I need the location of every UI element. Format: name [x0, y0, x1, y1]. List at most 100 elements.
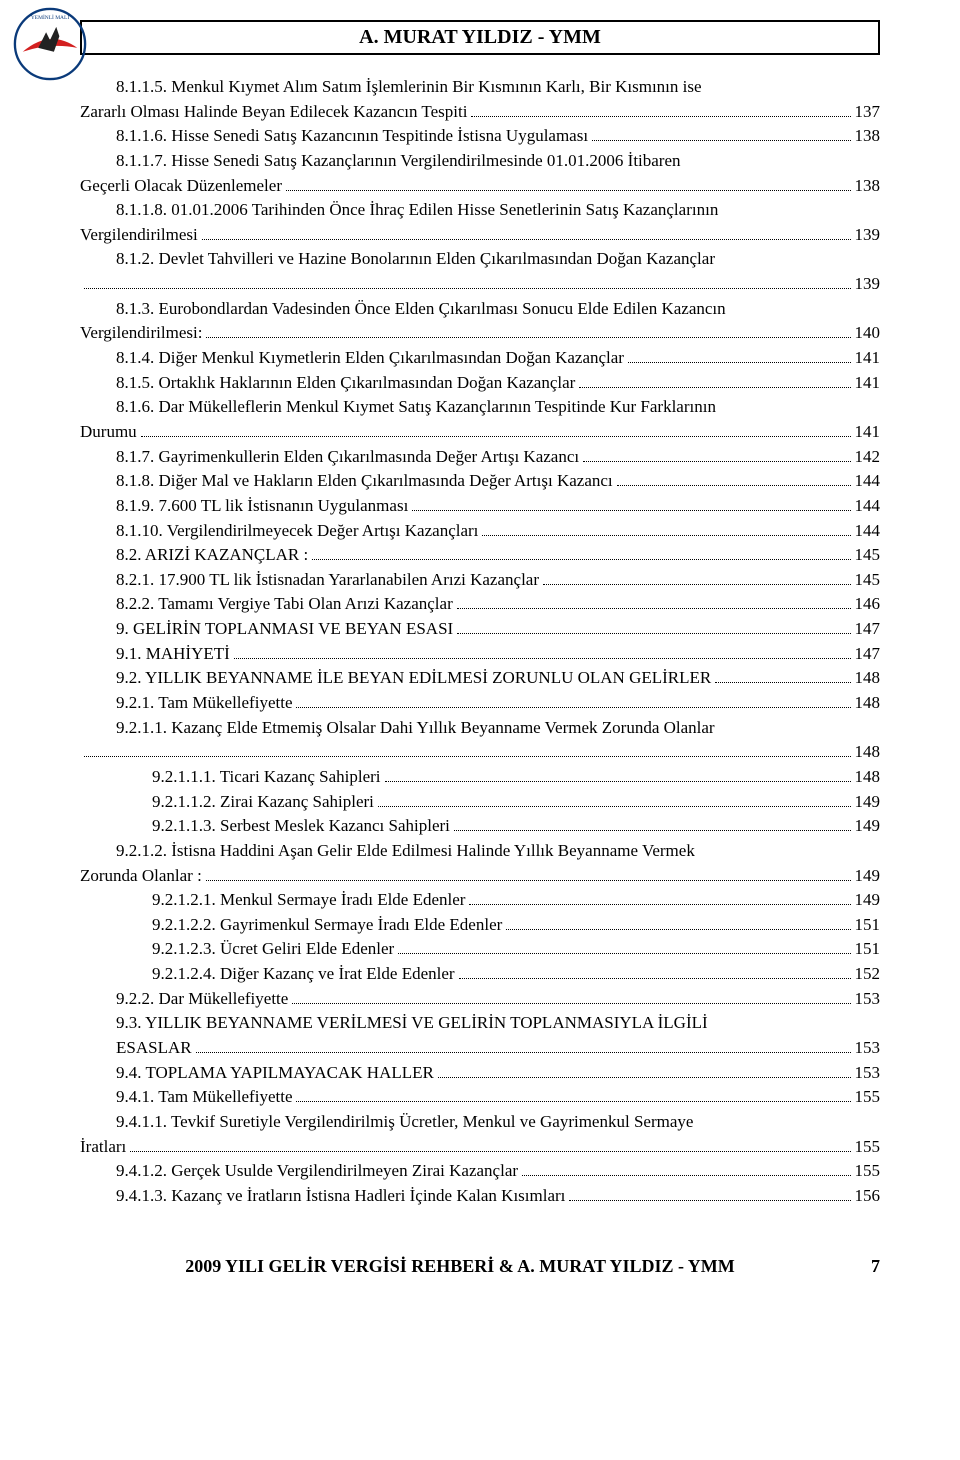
toc-leader-dots — [385, 781, 851, 782]
toc-entry-page: 153 — [855, 1061, 881, 1086]
toc-entry-page: 144 — [855, 519, 881, 544]
toc-leader-dots — [141, 436, 851, 437]
page-footer: 2009 YILI GELİR VERGİSİ REHBERİ & A. MUR… — [80, 1256, 880, 1277]
toc-leader-dots — [457, 608, 851, 609]
toc-entry: 9.1. MAHİYETİ147 — [80, 642, 880, 667]
toc-entry-page: 138 — [855, 124, 881, 149]
toc-entry: 9.4.1. Tam Mükellefiyette155 — [80, 1085, 880, 1110]
toc-leader-dots — [234, 658, 851, 659]
toc-entry-text: 8.2. ARIZİ KAZANÇLAR : — [116, 543, 308, 568]
toc-leader-dots — [522, 1175, 850, 1176]
toc-entry-text: 8.1.4. Diğer Menkul Kıymetlerin Elden Çı… — [116, 346, 624, 371]
toc-entry-text: 9.2.1. Tam Mükellefiyette — [116, 691, 292, 716]
toc-entry-page: 138 — [855, 174, 881, 199]
toc-entry: 9.2. YILLIK BEYANNAME İLE BEYAN EDİLMESİ… — [80, 666, 880, 691]
toc-entry-page: 141 — [855, 371, 881, 396]
toc-entry-page: 147 — [855, 642, 881, 667]
table-of-contents: 8.1.1.5. Menkul Kıymet Alım Satım İşleml… — [80, 75, 880, 1208]
toc-entry: ESASLAR153 — [80, 1036, 880, 1061]
toc-entry-page: 155 — [855, 1135, 881, 1160]
toc-leader-dots — [398, 953, 850, 954]
toc-entry-page: 149 — [855, 888, 881, 913]
toc-entry: 8.1.2. Devlet Tahvilleri ve Hazine Bonol… — [80, 247, 880, 272]
toc-entry-page: 156 — [855, 1184, 881, 1209]
organization-logo: YEMİNLİ MALİ — [10, 5, 90, 85]
toc-entry-text: 8.1.10. Vergilendirilmeyecek Değer Artış… — [116, 519, 478, 544]
toc-entry: 9. GELİRİN TOPLANMASI VE BEYAN ESASI 147 — [80, 617, 880, 642]
toc-entry: 8.1.1.5. Menkul Kıymet Alım Satım İşleml… — [80, 75, 880, 100]
toc-entry-text: 9.4.1.3. Kazanç ve İratların İstisna Had… — [116, 1184, 565, 1209]
toc-entry-text: 8.1.1.6. Hisse Senedi Satış Kazancının T… — [116, 124, 588, 149]
toc-leader-dots — [482, 535, 850, 536]
toc-entry: 8.1.1.6. Hisse Senedi Satış Kazancının T… — [80, 124, 880, 149]
toc-entry-text: 9. GELİRİN TOPLANMASI VE BEYAN ESASI — [116, 617, 453, 642]
toc-entry: 9.2.1.2.1. Menkul Sermaye İradı Elde Ede… — [80, 888, 880, 913]
document-page: YEMİNLİ MALİ A. MURAT YILDIZ - YMM 8.1.1… — [0, 0, 960, 1317]
toc-leader-dots — [579, 387, 850, 388]
toc-entry: 9.3. YILLIK BEYANNAME VERİLMESİ VE GELİR… — [80, 1011, 880, 1036]
logo-svg: YEMİNLİ MALİ — [11, 5, 89, 83]
toc-entry-page: 147 — [855, 617, 881, 642]
page-number: 7 — [840, 1256, 880, 1277]
toc-entry: 9.2.1.2.2. Gayrimenkul Sermaye İradı Eld… — [80, 913, 880, 938]
toc-leader-dots — [543, 584, 851, 585]
toc-leader-dots — [592, 140, 850, 141]
toc-entry: 139 — [80, 272, 880, 297]
toc-entry: 8.1.8. Diğer Mal ve Hakların Elden Çıkar… — [80, 469, 880, 494]
toc-leader-dots — [378, 806, 851, 807]
toc-entry-text: 8.2.2. Tamamı Vergiye Tabi Olan Arızi Ka… — [116, 592, 453, 617]
toc-entry-text: 8.1.6. Dar Mükelleflerin Menkul Kıymet S… — [116, 395, 716, 420]
toc-entry-page: 149 — [855, 790, 881, 815]
toc-entry: Geçerli Olacak Düzenlemeler 138 — [80, 174, 880, 199]
toc-entry-page: 142 — [855, 445, 881, 470]
toc-leader-dots — [84, 288, 851, 289]
toc-entry-page: 155 — [855, 1159, 881, 1184]
toc-entry-text: 8.1.3. Eurobondlardan Vadesinden Önce El… — [116, 297, 726, 322]
toc-entry-page: 139 — [855, 272, 881, 297]
toc-entry-text: 9.4.1.1. Tevkif Suretiyle Vergilendirilm… — [116, 1110, 693, 1135]
toc-entry: 9.2.2. Dar Mükellefiyette153 — [80, 987, 880, 1012]
toc-entry-text: Durumu — [80, 420, 137, 445]
toc-entry: 8.1.5. Ortaklık Haklarının Elden Çıkarıl… — [80, 371, 880, 396]
toc-entry: 9.4.1.2. Gerçek Usulde Vergilendirilmeye… — [80, 1159, 880, 1184]
toc-entry: 8.2.1. 17.900 TL lik İstisnadan Yararlan… — [80, 568, 880, 593]
toc-leader-dots — [438, 1077, 851, 1078]
toc-entry-page: 152 — [855, 962, 881, 987]
svg-text:YEMİNLİ MALİ: YEMİNLİ MALİ — [31, 14, 69, 21]
toc-entry-text: 9.4.1.2. Gerçek Usulde Vergilendirilmeye… — [116, 1159, 518, 1184]
toc-entry-page: 149 — [855, 814, 881, 839]
toc-leader-dots — [617, 485, 851, 486]
toc-entry: Zorunda Olanlar :149 — [80, 864, 880, 889]
toc-leader-dots — [459, 978, 851, 979]
toc-entry-text: Geçerli Olacak Düzenlemeler — [80, 174, 282, 199]
toc-entry: 9.2.1.2. İstisna Haddini Aşan Gelir Elde… — [80, 839, 880, 864]
toc-entry: 8.1.9. 7.600 TL lik İstisnanın Uygulanma… — [80, 494, 880, 519]
toc-entry-text: 8.1.1.5. Menkul Kıymet Alım Satım İşleml… — [116, 75, 702, 100]
toc-entry: 8.1.6. Dar Mükelleflerin Menkul Kıymet S… — [80, 395, 880, 420]
toc-entry: 9.2.1.2.4. Diğer Kazanç ve İrat Elde Ede… — [80, 962, 880, 987]
toc-entry: 9.4. TOPLAMA YAPILMAYACAK HALLER153 — [80, 1061, 880, 1086]
toc-entry-text: İratları — [80, 1135, 126, 1160]
toc-leader-dots — [569, 1200, 850, 1201]
toc-entry-page: 141 — [855, 346, 881, 371]
toc-entry-page: 141 — [855, 420, 881, 445]
toc-entry: Durumu 141 — [80, 420, 880, 445]
toc-leader-dots — [206, 337, 850, 338]
toc-entry-text: Vergilendirilmesi — [80, 223, 198, 248]
footer-text: 2009 YILI GELİR VERGİSİ REHBERİ & A. MUR… — [80, 1256, 840, 1277]
toc-entry: 9.4.1.3. Kazanç ve İratların İstisna Had… — [80, 1184, 880, 1209]
toc-entry-text: 8.1.8. Diğer Mal ve Hakların Elden Çıkar… — [116, 469, 613, 494]
toc-entry-page: 137 — [855, 100, 881, 125]
toc-entry-text: 9.2.1.2.4. Diğer Kazanç ve İrat Elde Ede… — [152, 962, 455, 987]
toc-entry-text: 9.2.1.2. İstisna Haddini Aşan Gelir Elde… — [116, 839, 695, 864]
toc-entry: 8.2.2. Tamamı Vergiye Tabi Olan Arızi Ka… — [80, 592, 880, 617]
toc-entry: 8.1.4. Diğer Menkul Kıymetlerin Elden Çı… — [80, 346, 880, 371]
toc-entry: 9.2.1.1.1. Ticari Kazanç Sahipleri148 — [80, 765, 880, 790]
toc-entry-text: 8.1.1.8. 01.01.2006 Tarihinden Önce İhra… — [116, 198, 718, 223]
toc-leader-dots — [628, 362, 851, 363]
toc-entry: 8.1.1.8. 01.01.2006 Tarihinden Önce İhra… — [80, 198, 880, 223]
toc-entry-page: 151 — [855, 913, 881, 938]
toc-entry: Vergilendirilmesi:140 — [80, 321, 880, 346]
toc-entry-page: 146 — [855, 592, 881, 617]
toc-entry-text: ESASLAR — [116, 1036, 192, 1061]
